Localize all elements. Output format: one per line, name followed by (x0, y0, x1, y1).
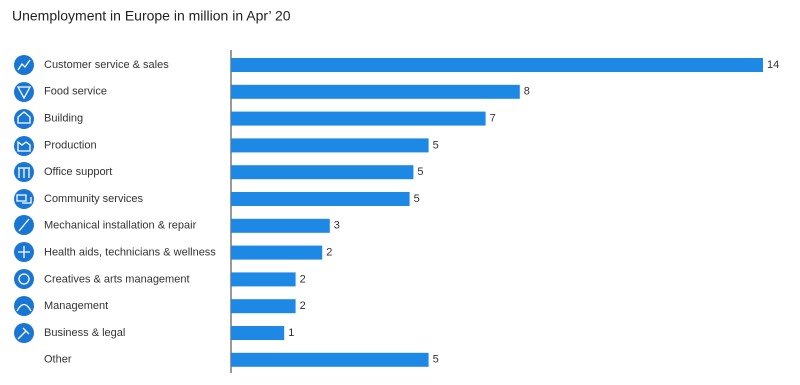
icon (14, 269, 34, 289)
bar (231, 84, 520, 99)
icon (16, 303, 32, 312)
bar (231, 218, 330, 233)
category-label: Mechanical installation & repair (44, 220, 197, 232)
icon (17, 327, 30, 340)
category-label: Business & legal (44, 327, 125, 339)
category-label: Creatives & arts management (44, 273, 190, 285)
icon (14, 55, 34, 75)
category-label: Building (44, 113, 83, 125)
value-label: 2 (326, 247, 332, 259)
category-label: Production (44, 139, 97, 151)
bar (231, 245, 323, 260)
icon (18, 246, 30, 258)
bar (231, 58, 763, 72)
chart-title: Unemployment in Europe in million in Apr… (12, 8, 291, 24)
bar (231, 165, 414, 180)
icon (17, 111, 31, 124)
category-label: Office support (44, 166, 112, 178)
bar (231, 272, 296, 287)
icon (14, 136, 34, 156)
value-label: 2 (300, 273, 306, 285)
bar (231, 352, 429, 367)
icon (14, 189, 34, 209)
value-label: 5 (433, 354, 439, 366)
icon (17, 140, 31, 152)
icon (18, 273, 30, 285)
icon (14, 109, 34, 129)
value-label: 7 (490, 113, 496, 125)
value-label: 8 (524, 86, 530, 98)
category-label: Customer service & sales (44, 59, 169, 71)
category-label: Food service (44, 86, 107, 98)
value-label: 5 (417, 166, 423, 178)
bar (231, 299, 296, 314)
category-icons (14, 55, 34, 343)
bar (231, 111, 486, 126)
bar (231, 192, 410, 206)
category-label: Community services (44, 193, 144, 205)
icon (17, 59, 31, 71)
icon (14, 296, 34, 316)
value-label: 14 (767, 59, 779, 71)
value-label: 3 (334, 220, 340, 232)
bar (231, 138, 429, 153)
category-label: Health aids, technicians & wellness (44, 247, 216, 259)
icon (16, 194, 32, 204)
value-label: 1 (288, 327, 294, 339)
value-label: 2 (300, 300, 306, 312)
category-label: Other (44, 354, 72, 366)
category-label: Management (44, 300, 108, 312)
icon (16, 86, 32, 100)
icon (18, 218, 30, 232)
icon (18, 167, 30, 178)
value-label: 5 (433, 139, 439, 151)
value-label: 5 (414, 193, 420, 205)
bar (231, 326, 285, 340)
